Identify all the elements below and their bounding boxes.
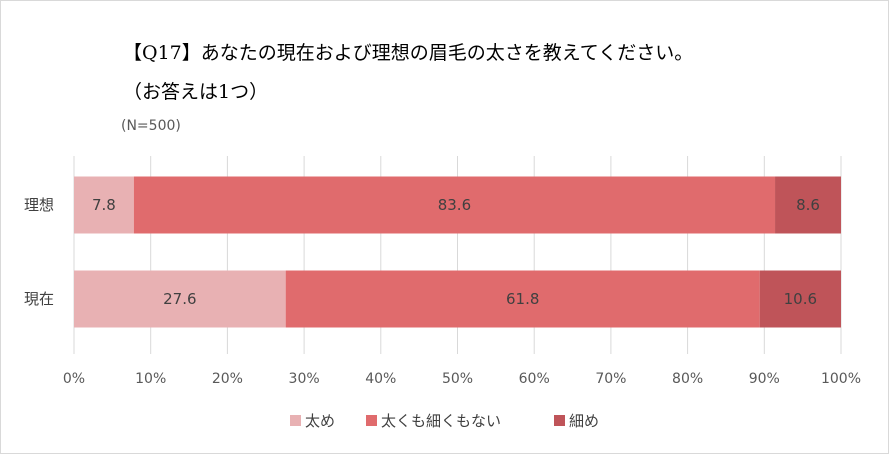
data-label: 10.6 [784,290,817,308]
x-tick-label: 10% [135,371,166,387]
bar-segment [759,270,841,328]
legend-swatch [366,415,377,426]
x-tick-label: 0% [63,371,85,387]
bar-segment [285,270,760,328]
data-label: 27.6 [163,290,196,308]
data-label: 83.6 [438,196,471,214]
x-tick-label: 30% [289,371,320,387]
data-label: 8.6 [796,196,820,214]
category-label: 理想 [24,196,54,214]
legend-label: 細め [569,412,599,430]
legend-label: 太くも細くもない [381,412,501,430]
x-tick-label: 20% [212,371,243,387]
x-tick-label: 80% [672,371,703,387]
x-tick-label: 100% [821,371,861,387]
x-tick-label: 50% [442,371,473,387]
x-tick-label: 90% [749,371,780,387]
legend-label: 太め [305,412,335,430]
category-label: 現在 [24,290,54,308]
legend-swatch [290,415,301,426]
chart-subtitle: （お答えは1つ） [123,81,269,103]
x-tick-label: 60% [519,371,550,387]
bar-segment [133,176,776,234]
x-tick-label: 70% [595,371,626,387]
bar-segment [74,176,134,234]
bar-segment [775,176,841,234]
bar-segment [74,270,286,328]
sample-size-note: (N=500) [121,118,181,134]
chart-title: 【Q17】あなたの現在および理想の眉毛の太さを教えてください。 [123,42,694,64]
legend-swatch [554,415,565,426]
data-label: 7.8 [92,196,116,214]
data-label: 61.8 [506,290,539,308]
x-tick-label: 40% [365,371,396,387]
